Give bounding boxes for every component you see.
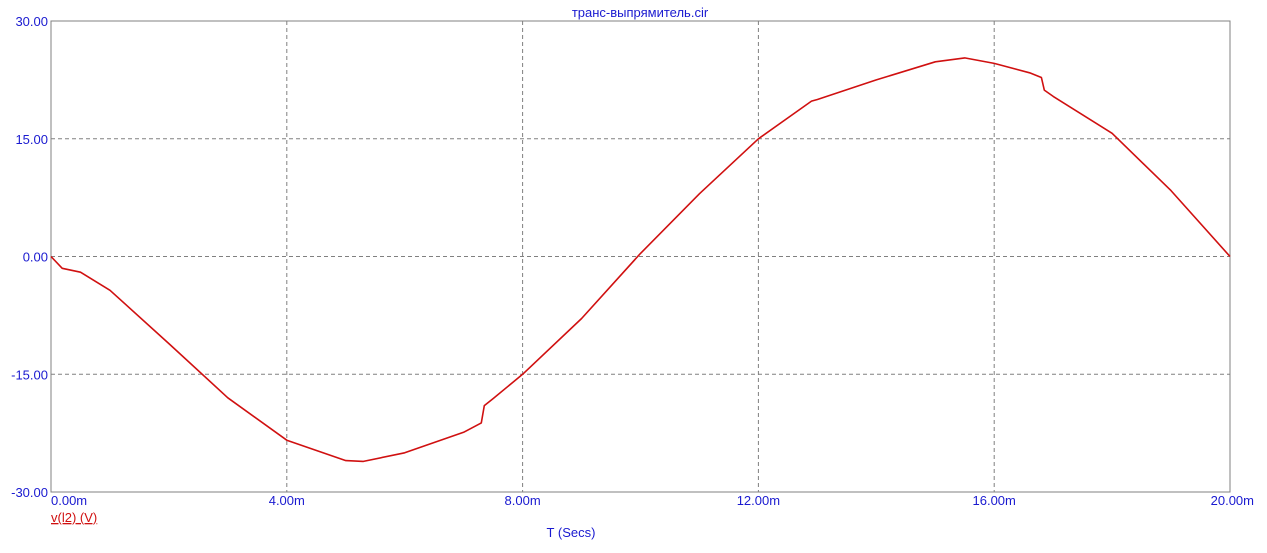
grid xyxy=(51,21,1230,492)
x-tick-label: 0.00m xyxy=(51,493,87,508)
y-tick-label: -15.00 xyxy=(11,367,48,382)
x-tick-label: 8.00m xyxy=(505,493,541,508)
x-tick-label: 12.00m xyxy=(737,493,780,508)
x-tick-label: 20.00m xyxy=(1211,493,1254,508)
y-tick-label: 30.00 xyxy=(15,14,48,29)
series-line-0 xyxy=(50,57,1231,463)
x-tick-label: 16.00m xyxy=(973,493,1016,508)
y-tick-labels: 30.00 15.00 0.00 -15.00 -30.00 xyxy=(11,14,48,500)
y-tick-label: 0.00 xyxy=(23,250,48,265)
series-group xyxy=(50,57,1231,463)
chart-title: транс-выпрямитель.cir xyxy=(572,5,709,20)
x-axis-label: T (Secs) xyxy=(547,525,596,540)
y-tick-label: -30.00 xyxy=(11,485,48,500)
legend-trace-label[interactable]: v(l2) (V) xyxy=(51,510,97,525)
x-tick-label: 4.00m xyxy=(269,493,305,508)
x-tick-labels: 0.00m 4.00m 8.00m 12.00m 16.00m 20.00m xyxy=(51,493,1254,508)
y-tick-label: 15.00 xyxy=(15,132,48,147)
